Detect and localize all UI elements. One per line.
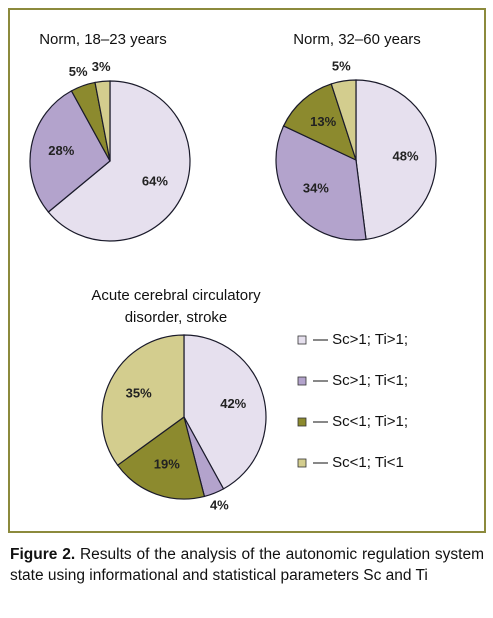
pie-title: Norm, 18–23 years <box>39 31 167 48</box>
legend-swatch <box>297 335 307 345</box>
pie-slice <box>330 79 357 161</box>
caption-text: Results of the analysis of the autonomic… <box>10 546 484 584</box>
pie-slice <box>47 80 191 242</box>
data-label: 5% <box>69 64 88 79</box>
data-label: 3% <box>92 59 111 74</box>
caption: Figure 2. Results of the analysis of the… <box>10 544 484 586</box>
pie-slice <box>355 79 437 241</box>
data-label: 64% <box>142 174 168 189</box>
legend-label: — Sc<1; Ti<1 <box>313 454 404 471</box>
data-label: 5% <box>332 59 351 74</box>
legend-swatch <box>297 458 307 468</box>
data-label: 4% <box>210 498 229 513</box>
data-label: 28% <box>48 143 74 158</box>
legend-label: — Sc>1; Ti>1; <box>313 331 408 348</box>
legend-label: — Sc>1; Ti<1; <box>313 372 408 389</box>
data-label: 42% <box>220 396 246 411</box>
pie-slice <box>29 90 111 213</box>
legend-swatch <box>297 376 307 386</box>
data-label: 19% <box>154 456 180 471</box>
pie-slice <box>116 415 206 500</box>
chart: 64% 28% 5% 3% 48% 34% 13% 5% 42% 4% 19% 35% — Sc>1; … <box>29 59 437 513</box>
pie-slice <box>101 334 185 467</box>
pie-title: Norm, 32–60 years <box>293 31 421 48</box>
data-label: 48% <box>392 148 418 163</box>
caption-label: Figure 2. <box>10 546 76 563</box>
pie-slice <box>183 334 267 490</box>
pie-slice <box>282 83 357 162</box>
pie-slice <box>94 80 111 162</box>
data-label: 35% <box>126 385 152 400</box>
legend-label: — Sc<1; Ti>1; <box>313 413 408 430</box>
legend-swatch <box>297 417 307 427</box>
pie-title: Acute cerebral circulatory disorder, str… <box>91 287 261 326</box>
data-label: 34% <box>303 181 329 196</box>
figure-frame <box>8 8 486 533</box>
data-label: 13% <box>310 114 336 129</box>
